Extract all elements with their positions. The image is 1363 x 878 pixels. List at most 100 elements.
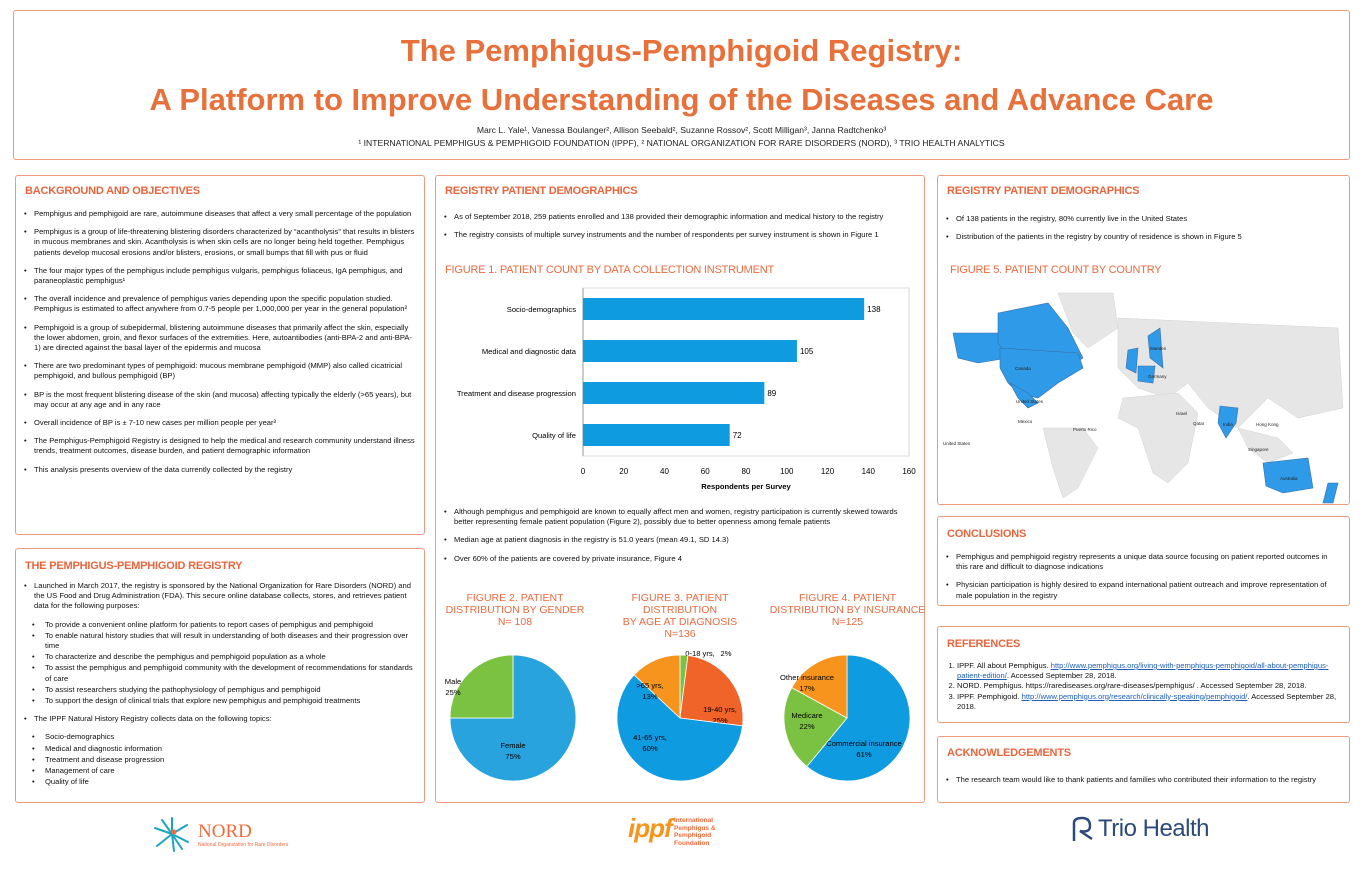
x-axis-label: Respondents per Survey bbox=[701, 482, 791, 491]
pie-pct: 25% bbox=[445, 688, 460, 697]
background-bullet: Overall incidence of BP is ± 7-10 new ca… bbox=[23, 418, 418, 428]
purpose-item: To support the design of clinical trials… bbox=[31, 696, 418, 706]
x-tick-label: 140 bbox=[862, 467, 876, 476]
bar-value-label: 105 bbox=[800, 347, 814, 356]
pie-label: Male bbox=[445, 677, 461, 686]
header-panel bbox=[13, 10, 1350, 160]
registry-heading: THE PEMPHIGUS-PEMPHIGOID REGISTRY bbox=[25, 560, 243, 572]
figure4-title-line: DISTRIBUTION BY INSURANCE bbox=[769, 604, 926, 616]
pie-pct: 25% bbox=[712, 716, 727, 725]
figure4-title: FIGURE 4. PATIENT DISTRIBUTION BY INSURAN… bbox=[765, 592, 930, 628]
figure2-title-line: N= 108 bbox=[497, 616, 533, 628]
figure5-title: FIGURE 5. PATIENT COUNT BY COUNTRY bbox=[950, 264, 1162, 276]
figure1-title: FIGURE 1. PATIENT COUNT BY DATA COLLECTI… bbox=[445, 264, 775, 276]
ippf-logo: ippf International Pemphigus & Pemphigoi… bbox=[628, 813, 738, 855]
pie-label: 0-18 yrs, bbox=[685, 649, 715, 658]
purposes-list: To provide a convenient online platform … bbox=[31, 620, 418, 707]
topic-item: Quality of life bbox=[31, 777, 418, 787]
references-heading: REFERENCES bbox=[947, 638, 1021, 650]
pie-label: >65 yrs, bbox=[636, 681, 663, 690]
topic-item: Management of care bbox=[31, 766, 418, 776]
authors: Marc L. Yale¹, Vanessa Boulanger², Allis… bbox=[476, 125, 887, 135]
bar-value-label: 138 bbox=[867, 305, 881, 314]
purpose-item: To enable natural history studies that w… bbox=[31, 631, 418, 651]
map-country-label: Sweden bbox=[1150, 346, 1167, 351]
references-list: IPPF. All about Pemphigus. http://www.pe… bbox=[947, 661, 1342, 712]
pie-pct: 60% bbox=[642, 744, 657, 753]
figure3-title-line: BY AGE AT DIAGNOSIS bbox=[622, 616, 738, 628]
references-panel bbox=[937, 626, 1350, 723]
acknowledgements-panel bbox=[937, 736, 1350, 803]
demographics-list: As of September 2018, 259 patients enrol… bbox=[443, 212, 918, 248]
topic-item: Medical and diagnostic information bbox=[31, 744, 418, 754]
map-country-label: Singapore bbox=[1248, 447, 1269, 452]
map-country-label: Qatar bbox=[1193, 421, 1205, 426]
pie-slice bbox=[633, 654, 681, 719]
bar bbox=[583, 424, 730, 446]
pie-label: Medicare bbox=[791, 711, 822, 720]
x-tick-label: 60 bbox=[701, 467, 710, 476]
category-label: Quality of life bbox=[532, 431, 576, 440]
category-label: Treatment and disease progression bbox=[457, 389, 576, 398]
ippf-logo-text: ippf bbox=[628, 813, 673, 843]
background-bullet: The four major types of the pemphigus in… bbox=[23, 266, 418, 286]
registry-intro: Launched in March 2017, the registry is … bbox=[23, 581, 418, 612]
background-list: Pemphigus and pemphigoid are rare, autoi… bbox=[23, 209, 418, 483]
pie-pct: 17% bbox=[799, 684, 814, 693]
reference-link[interactable]: http://www.pemphigus.org/research/clinic… bbox=[1021, 691, 1248, 701]
topics-intro: The IPPF Natural History Registry collec… bbox=[23, 714, 418, 724]
x-tick-label: 0 bbox=[581, 467, 586, 476]
x-tick-label: 160 bbox=[902, 467, 916, 476]
pie-slice bbox=[791, 654, 848, 719]
reference-item: NORD. Pemphigus. https://rarediseases.or… bbox=[957, 681, 1342, 691]
acknowledgements-list: The research team would like to thank pa… bbox=[945, 775, 1340, 793]
demographics-bullet: Over 60% of the patients are covered by … bbox=[443, 554, 918, 564]
purpose-item: To characterize and describe the pemphig… bbox=[31, 652, 418, 662]
background-bullet: Pemphigoid is a group of subepidermal, b… bbox=[23, 323, 418, 354]
demographics2-heading: REGISTRY PATIENT DEMOGRAPHICS bbox=[947, 185, 1140, 197]
conclusions-heading: CONCLUSIONS bbox=[947, 528, 1027, 540]
map-labels: Canada United States Mexico Puerto Rico Unit… bbox=[943, 346, 1298, 481]
reference-text: NORD. Pemphigus. https://rarediseases.or… bbox=[957, 681, 1307, 691]
map-country-label: India bbox=[1223, 422, 1233, 427]
world-map: Canada United States Mexico Puerto Rico Unit… bbox=[943, 292, 1344, 504]
topic-item: Socio-demographics bbox=[31, 732, 418, 742]
topics-list: Socio-demographics Medical and diagnostic… bbox=[31, 732, 418, 787]
map-country-label: Mexico bbox=[1018, 419, 1033, 424]
acknowledgement-bullet: The research team would like to thank pa… bbox=[945, 775, 1340, 785]
acknowledgements-heading: ACKNOWLEDGEMENTS bbox=[947, 747, 1071, 759]
reference-item: IPPF. Pemphigoid. http://www.pemphigus.o… bbox=[957, 692, 1342, 712]
demographics2-list: Of 138 patients in the registry, 80% cur… bbox=[945, 214, 1340, 250]
background-bullet: The overall incidence and prevalence of … bbox=[23, 294, 418, 314]
map-country-label: Canada bbox=[1015, 366, 1031, 371]
background-bullet: There are two predominant types of pemph… bbox=[23, 361, 418, 381]
trio-health-logo: Trio Health bbox=[1070, 815, 1230, 847]
pie-pct: 61% bbox=[856, 750, 871, 759]
registry-body: Launched in March 2017, the registry is … bbox=[23, 581, 418, 795]
figure4-title-line: FIGURE 4. PATIENT bbox=[798, 592, 897, 604]
purpose-item: To assist researchers studying the patho… bbox=[31, 685, 418, 695]
purpose-item: To provide a convenient online platform … bbox=[31, 620, 418, 630]
reference-link[interactable]: http://www.pemphigus.org/living-with-pem… bbox=[957, 661, 1329, 681]
pie-label: 41-65 yrs, bbox=[633, 733, 667, 742]
figure2-title-line: FIGURE 2. PATIENT bbox=[466, 592, 564, 604]
conclusions-list: Pemphigus and pemphigoid registry repres… bbox=[945, 552, 1340, 609]
purpose-item: To assist the pemphigus and pemphigoid c… bbox=[31, 663, 418, 683]
trio-health-logo-mark bbox=[1072, 816, 1093, 841]
poster-title-line2: A Platform to Improve Understanding of t… bbox=[149, 82, 1214, 117]
figure3-title-line: N=136 bbox=[664, 628, 696, 640]
pie-label: Commercial insurance bbox=[826, 739, 902, 748]
background-bullet: The Pemphigus-Pemphigoid Registry is des… bbox=[23, 436, 418, 456]
map-country-label: Australia bbox=[1280, 476, 1298, 481]
map-country-label: United States bbox=[943, 441, 971, 446]
map-country-label: Puerto Rico bbox=[1073, 427, 1097, 432]
category-label: Medical and diagnostic data bbox=[482, 347, 577, 356]
x-tick-label: 20 bbox=[619, 467, 628, 476]
pie-slice bbox=[449, 654, 514, 719]
demographics-list-2: Although pemphigus and pemphigoid are kn… bbox=[443, 507, 918, 572]
pie-slice bbox=[679, 655, 744, 727]
topic-item: Treatment and disease progression bbox=[31, 755, 418, 765]
x-tick-label: 80 bbox=[742, 467, 751, 476]
